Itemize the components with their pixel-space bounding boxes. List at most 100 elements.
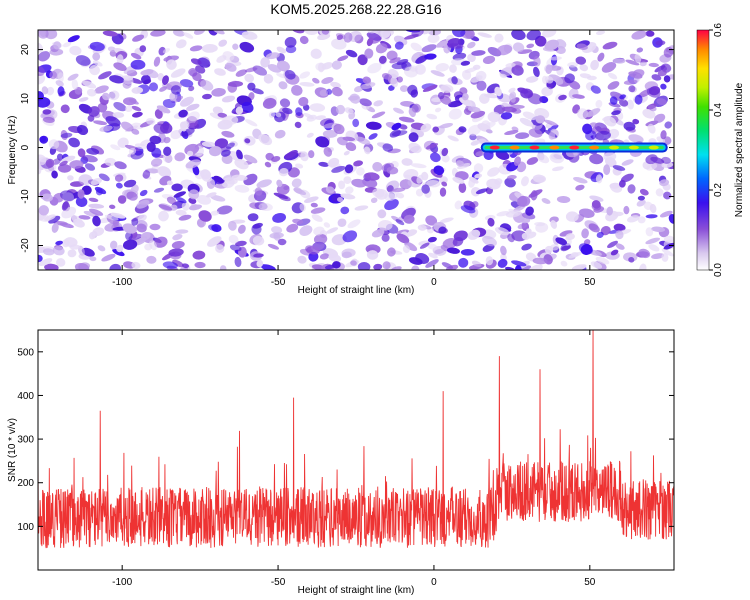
heatmap-cell [422, 84, 438, 92]
heatmap-cell [61, 200, 69, 211]
heatmap-cell [229, 244, 242, 252]
heatmap-cell [41, 86, 49, 95]
heatmap-cell [381, 162, 395, 172]
heatmap-cell [42, 248, 55, 256]
heatmap-cell [247, 82, 256, 91]
heatmap-cell [234, 158, 249, 170]
heatmap-cell [525, 228, 532, 235]
heatmap-cell [495, 150, 510, 160]
heatmap-cell [77, 189, 85, 199]
heatmap-cell [200, 80, 214, 91]
heatmap-cell [109, 75, 125, 84]
heatmap-cell [664, 121, 672, 129]
heatmap-cell [228, 220, 237, 231]
heatmap-cell [410, 89, 419, 98]
heatmap-cell [318, 62, 325, 73]
heatmap-cell [350, 260, 357, 266]
signal-hotspot [609, 145, 619, 150]
heatmap-cell [175, 39, 187, 49]
heatmap-cell [545, 64, 553, 74]
heatmap-cell [94, 186, 107, 195]
heatmap-cell [371, 111, 386, 119]
heatmap-cell [136, 199, 150, 209]
heatmap-cell [521, 243, 532, 251]
heatmap-cell [112, 112, 125, 118]
heatmap-cell [425, 143, 439, 150]
heatmap-cell [597, 52, 605, 62]
heatmap-cell [647, 104, 657, 112]
heatmap-cell [98, 71, 112, 80]
heatmap-cell [526, 43, 535, 49]
heatmap-cell [93, 120, 108, 126]
heatmap-cell [660, 130, 667, 140]
heatmap-cell [436, 40, 448, 48]
heatmap-cell [110, 212, 126, 219]
heatmap-cell [217, 112, 228, 118]
heatmap-cell [370, 197, 378, 204]
heatmap-cell [311, 264, 325, 270]
heatmap-cell [343, 176, 352, 185]
colorbar-label: Normalized spectral amplitude [734, 82, 745, 217]
heatmap-cell [208, 224, 219, 232]
heatmap-cell [310, 242, 325, 251]
heatmap-cell [596, 231, 604, 238]
heatmap-cell [306, 132, 314, 138]
spectrogram-frame [37, 29, 675, 271]
heatmap-cell [609, 96, 618, 105]
heatmap-cell [219, 265, 227, 270]
heatmap-cell [60, 132, 73, 138]
heatmap-cell [390, 77, 399, 88]
heatmap-cell [276, 46, 287, 54]
heatmap-cell [173, 191, 186, 198]
heatmap-cell [48, 139, 60, 150]
heatmap-cell [162, 75, 169, 85]
heatmap-cell [426, 179, 441, 188]
heatmap-cell [311, 214, 323, 222]
heatmap-cell [420, 123, 432, 133]
heatmap-cell [260, 57, 270, 68]
heatmap-cell [331, 60, 342, 70]
heatmap-cell [364, 48, 374, 59]
signal-hotspot [509, 145, 520, 150]
heatmap-cell [332, 261, 341, 269]
heatmap-cell [75, 196, 88, 208]
heatmap-cell [340, 206, 350, 215]
heatmap-cell [89, 256, 97, 262]
heatmap-cell [81, 80, 97, 89]
heatmap-cell [435, 63, 449, 72]
heatmap-cell [541, 198, 551, 204]
heatmap-cell [576, 43, 588, 50]
heatmap-cell [216, 205, 233, 215]
heatmap-cell [291, 85, 303, 96]
heatmap-cell [341, 251, 352, 259]
heatmap-cell [212, 106, 224, 115]
x-tick-label: -100 [112, 277, 132, 288]
heatmap-cell [595, 174, 603, 184]
colorbar-gradient [696, 29, 710, 271]
heatmap-cell [565, 211, 579, 222]
heatmap-cell [178, 109, 188, 118]
heatmap-cell [205, 192, 217, 198]
heatmap-cell [668, 214, 674, 224]
heatmap-cell [651, 226, 666, 233]
heatmap-cell [404, 241, 418, 252]
heatmap-cell [659, 179, 670, 187]
heatmap-cell [235, 106, 244, 115]
heatmap-cell [372, 188, 385, 198]
heatmap-cell [299, 225, 313, 236]
heatmap-cell [389, 57, 401, 64]
heatmap-cell [38, 73, 46, 85]
heatmap-cell [78, 215, 91, 220]
heatmap-cell [172, 234, 183, 241]
heatmap-cell [467, 229, 481, 240]
heatmap-cell [109, 240, 118, 250]
heatmap-cell [610, 249, 619, 256]
heatmap-cell [460, 205, 476, 214]
heatmap-cell [92, 215, 101, 227]
heatmap-cell [299, 82, 315, 87]
heatmap-cell [481, 120, 491, 130]
heatmap-cell [648, 62, 659, 68]
heatmap-cell [325, 186, 335, 194]
heatmap-cell [67, 175, 74, 181]
